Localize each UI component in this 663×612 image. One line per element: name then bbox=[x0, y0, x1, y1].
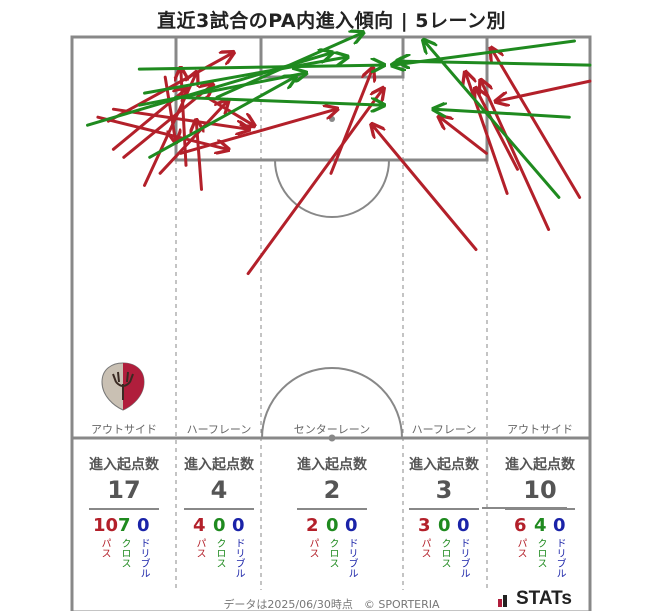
lane-stat-header: 進入起点数 bbox=[297, 457, 367, 473]
cross-arrow bbox=[137, 73, 305, 107]
pass-label: パス bbox=[419, 538, 430, 558]
dribble-count: 0 bbox=[457, 515, 470, 536]
lane-label-half-left: ハーフレーン bbox=[186, 423, 252, 436]
cross-label: クロス bbox=[535, 538, 546, 568]
chart-title: 直近3試合のPA内進入傾向 | 5レーン別 bbox=[156, 10, 507, 32]
penalty-arc bbox=[274, 159, 390, 218]
goal-area bbox=[259, 35, 405, 79]
dribble-count: 0 bbox=[345, 515, 358, 536]
dribble-label: ドリブル bbox=[554, 538, 565, 578]
cross-arrow bbox=[148, 77, 295, 159]
cross-arrow bbox=[215, 33, 362, 99]
dribble-label: ドリブル bbox=[233, 538, 244, 578]
cross-count: 0 bbox=[326, 515, 339, 536]
pass-arrow bbox=[329, 69, 372, 175]
pass-label: パス bbox=[99, 538, 110, 558]
cross-count: 0 bbox=[213, 515, 226, 536]
pass-label: パス bbox=[307, 538, 318, 558]
pass-arrow bbox=[246, 89, 383, 276]
lane-total: 3 bbox=[435, 476, 453, 504]
dribble-count: 0 bbox=[232, 515, 245, 536]
lane-total: 17 bbox=[107, 476, 141, 504]
cross-count: 4 bbox=[534, 515, 547, 536]
lane-stat-header: 進入起点数 bbox=[409, 457, 479, 473]
pass-arrow bbox=[179, 109, 336, 155]
pass-count: 10 bbox=[93, 515, 119, 536]
club-crest-icon bbox=[101, 362, 145, 411]
lane-label-center: センターレーン bbox=[293, 423, 371, 436]
stats-logo-icon bbox=[498, 595, 507, 607]
pass-arrow bbox=[440, 117, 488, 155]
pass-label: パス bbox=[515, 538, 526, 558]
dribble-label: ドリブル bbox=[458, 538, 469, 578]
pass-arrow bbox=[372, 125, 478, 251]
pass-arrow bbox=[497, 79, 592, 101]
cross-count: 0 bbox=[438, 515, 451, 536]
lane-stat-header: 進入起点数 bbox=[184, 457, 254, 473]
dribble-count: 0 bbox=[137, 515, 150, 536]
lane-label-half-right: ハーフレーン bbox=[411, 423, 477, 436]
lane-label-outside-left: アウトサイド bbox=[91, 423, 157, 436]
lane-total: 10 bbox=[523, 476, 557, 504]
cross-count: 7 bbox=[118, 515, 131, 536]
pass-arrow bbox=[158, 101, 227, 175]
cross-arrow bbox=[398, 61, 592, 65]
footer-credit: データは2025/06/30時点 © SPORTERIA bbox=[223, 598, 440, 611]
pass-label: パス bbox=[194, 538, 205, 558]
cross-arrow bbox=[435, 109, 571, 119]
pass-arrow bbox=[96, 115, 228, 149]
pass-arrow bbox=[476, 89, 519, 171]
dribble-label: ドリブル bbox=[138, 538, 149, 578]
cross-label: クロス bbox=[214, 538, 225, 568]
pass-arrow bbox=[111, 107, 248, 129]
lane-stat-header: 進入起点数 bbox=[89, 457, 159, 473]
pass-count: 2 bbox=[306, 515, 319, 536]
entry-arrows bbox=[86, 33, 592, 276]
lane-total: 4 bbox=[210, 476, 228, 504]
penalty-spot bbox=[329, 116, 335, 122]
lane-label-outside-right: アウトサイド bbox=[507, 423, 573, 436]
lane-total: 2 bbox=[323, 476, 341, 504]
cross-arrow bbox=[424, 41, 561, 199]
cross-label: クロス bbox=[439, 538, 450, 568]
center-spot bbox=[328, 434, 336, 442]
pass-arrow bbox=[466, 73, 509, 195]
cross-arrow bbox=[174, 95, 383, 105]
pass-count: 4 bbox=[193, 515, 206, 536]
pass-count: 6 bbox=[514, 515, 527, 536]
dribble-label: ドリブル bbox=[346, 538, 357, 578]
lane-stat-header: 進入起点数 bbox=[505, 457, 575, 473]
pass-arrow bbox=[492, 49, 582, 199]
cross-arrow bbox=[143, 57, 347, 95]
cross-label: クロス bbox=[119, 538, 130, 568]
pass-arrow bbox=[481, 81, 551, 231]
cross-label: クロス bbox=[327, 538, 338, 568]
pass-count: 3 bbox=[418, 515, 431, 536]
center-circle bbox=[261, 367, 403, 439]
dribble-count: 0 bbox=[553, 515, 566, 536]
brand-name: STATs bbox=[516, 588, 572, 609]
